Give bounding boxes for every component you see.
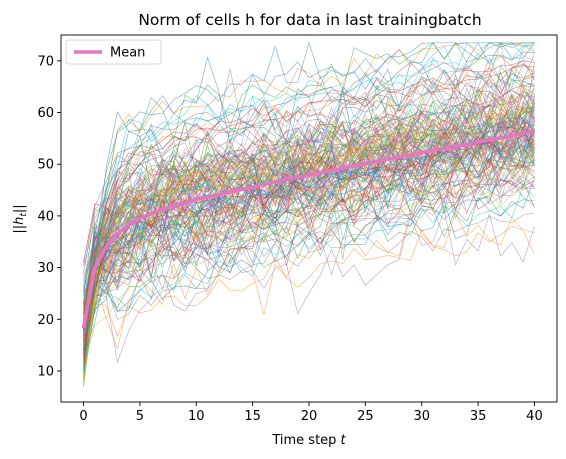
sample-series-line — [83, 72, 535, 343]
sample-series-line — [83, 225, 535, 338]
sample-series-line — [83, 179, 535, 321]
sample-series-line — [83, 79, 535, 342]
sample-series-line — [83, 41, 535, 387]
y-tick-label: 70 — [37, 54, 54, 69]
sample-series-line — [83, 44, 535, 356]
plot-area — [60, 34, 558, 403]
sample-series-line — [83, 101, 535, 297]
sample-series-line — [83, 74, 535, 306]
y-tick-label: 10 — [37, 364, 54, 379]
sample-series-line — [83, 212, 535, 320]
y-tick-label: 20 — [37, 313, 54, 328]
sample-series-line — [83, 42, 535, 336]
sample-series-line — [83, 125, 535, 293]
sample-series-line — [83, 42, 535, 381]
series-layer — [81, 41, 535, 387]
x-tick-label: 35 — [470, 409, 487, 424]
sample-series-line — [83, 208, 535, 350]
x-tick-label: 5 — [136, 409, 144, 424]
sample-series-line — [83, 179, 535, 324]
x-tick-label: 10 — [188, 409, 205, 424]
legend: Mean — [65, 39, 162, 65]
sample-series-line — [83, 111, 535, 338]
y-tick-label: 30 — [37, 261, 54, 276]
y-tick-label: 40 — [37, 209, 54, 224]
legend-label-mean: Mean — [110, 46, 145, 61]
x-tick-label: 20 — [301, 409, 318, 424]
sample-series-line — [83, 41, 535, 342]
sample-series-line — [83, 72, 535, 290]
y-tick-label: 50 — [37, 158, 54, 173]
sample-series-line — [83, 90, 535, 263]
sample-series-line — [83, 42, 535, 336]
sample-series-line — [83, 178, 535, 331]
sample-series-line — [83, 56, 535, 314]
sample-series-line — [83, 151, 535, 387]
sample-series-line — [83, 147, 535, 348]
x-tick-label: 30 — [413, 409, 430, 424]
y-tick-label: 60 — [37, 106, 54, 121]
x-axis-ticks: 0 5 10 15 20 25 30 35 40 — [79, 402, 543, 424]
x-tick-label: 40 — [526, 409, 543, 424]
sample-series-line — [83, 184, 535, 341]
sample-series-line — [83, 208, 535, 364]
sample-series-line — [83, 60, 535, 366]
x-tick-label: 15 — [244, 409, 261, 424]
sample-series-line — [83, 44, 535, 333]
legend-box — [65, 39, 162, 65]
chart-title: Norm of cells h for data in last trainin… — [138, 11, 481, 29]
sample-series-line — [83, 87, 535, 345]
sample-series-line — [83, 157, 535, 304]
y-axis-label: ||ht|| — [12, 204, 29, 233]
sample-series-line — [83, 126, 535, 295]
sample-series-line — [83, 51, 535, 274]
sample-series-line — [83, 164, 535, 330]
x-tick-label: 25 — [357, 409, 374, 424]
sample-series-line — [83, 62, 535, 383]
sample-series-line — [83, 116, 535, 304]
sample-series-line — [83, 153, 535, 336]
sample-series-line — [83, 128, 535, 341]
sample-series-line — [83, 92, 535, 346]
mean-series-line — [81, 128, 535, 329]
y-axis-ticks: 10 20 30 40 50 60 70 — [37, 54, 61, 379]
x-tick-label: 0 — [79, 409, 87, 424]
x-axis-label: Time step t — [271, 433, 346, 448]
sample-series-line — [83, 42, 535, 356]
sample-series-line — [83, 60, 535, 370]
sample-series-line — [83, 42, 535, 322]
